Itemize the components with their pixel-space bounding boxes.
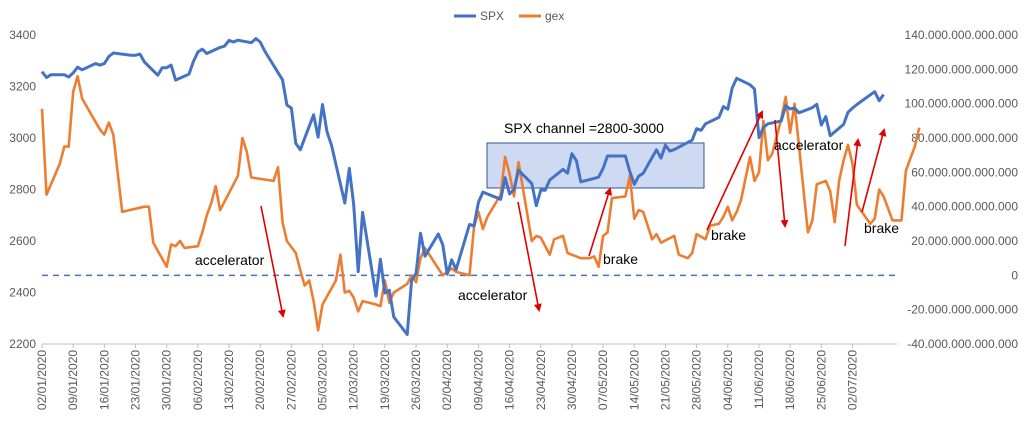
- y2-tick-label: -20.000.000.000.000: [907, 303, 1018, 317]
- legend-label-spx: SPX: [480, 9, 504, 23]
- x-tick-label: 05/03/2020: [316, 350, 330, 410]
- x-tick-label: 20/02/2020: [253, 350, 267, 410]
- y2-tick-label: 60.000.000.000.000: [911, 165, 1018, 179]
- y2-tick-label: 20.000.000.000.000: [911, 234, 1018, 248]
- annotations: SPX channel =2800-3000 accelerator accel…: [195, 120, 899, 303]
- y2-tick-label: 40.000.000.000.000: [911, 200, 1018, 214]
- arrow-brake-1: [588, 187, 613, 257]
- x-tick-label: 28/05/2020: [690, 350, 704, 410]
- x-tick-label: 21/05/2020: [658, 350, 672, 410]
- annotation-accelerator-1: accelerator: [195, 252, 265, 268]
- x-tick-label: 18/06/2020: [783, 350, 797, 410]
- y2-tick-label: 140.000.000.000.000: [905, 28, 1019, 42]
- x-tick-label: 30/01/2020: [160, 350, 174, 410]
- x-tick-label: 02/07/2020: [845, 350, 859, 410]
- arrow-accelerator-1: [260, 205, 286, 318]
- arrow-brake-2: [706, 110, 764, 231]
- annotation-accelerator-3: accelerator: [774, 137, 844, 153]
- x-tick-label: 02/04/2020: [440, 350, 454, 410]
- y2-tick-label: -40.000.000.000.000: [907, 337, 1018, 351]
- series-line-spx: [40, 37, 885, 336]
- y-tick-label: 3000: [9, 131, 36, 145]
- x-tick-label: 13/02/2020: [222, 350, 236, 410]
- legend-label-gex: gex: [545, 9, 564, 23]
- annotation-brake-2: brake: [711, 227, 746, 243]
- y-tick-label: 2800: [9, 183, 36, 197]
- x-tick-label: 09/04/2020: [471, 350, 485, 410]
- x-tick-label: 25/06/2020: [814, 350, 828, 410]
- annotation-spx-channel: SPX channel =2800-3000: [504, 120, 664, 136]
- x-tick-label: 12/03/2020: [347, 350, 361, 410]
- annotation-accelerator-2: accelerator: [458, 287, 528, 303]
- y-tick-label: 2200: [9, 337, 36, 351]
- x-tick-label: 30/04/2020: [565, 350, 579, 410]
- x-tick-label: 04/06/2020: [721, 350, 735, 410]
- x-axis: 02/01/2020 09/01/2020 16/01/2020 23/01/2020…: [35, 344, 859, 410]
- x-tick-label: 23/01/2020: [129, 350, 143, 410]
- annotation-brake-1: brake: [603, 251, 638, 267]
- y-tick-label: 3200: [9, 80, 36, 94]
- x-tick-label: 02/01/2020: [35, 350, 49, 410]
- y2-tick-label: 100.000.000.000.000: [905, 97, 1019, 111]
- x-tick-label: 16/01/2020: [97, 350, 111, 410]
- x-tick-label: 19/03/2020: [378, 350, 392, 410]
- x-tick-label: 09/01/2020: [66, 350, 80, 410]
- y-tick-label: 2400: [9, 286, 36, 300]
- annotation-brake-3: brake: [864, 220, 899, 236]
- annotation-arrows: [260, 110, 887, 318]
- y-axis-right: -40.000.000.000.000 -20.000.000.000.000 0 2…: [905, 28, 1019, 351]
- y-axis-left: 2200 2400 2600 2800 3000 3200 3400: [9, 28, 36, 351]
- x-tick-label: 06/02/2020: [191, 350, 205, 410]
- y2-tick-label: 0: [1011, 268, 1018, 282]
- y-tick-label: 2600: [9, 234, 36, 248]
- arrow-brake-3a: [844, 138, 862, 247]
- arrow-accelerator-3: [774, 119, 789, 228]
- x-tick-label: 11/06/2020: [752, 350, 766, 409]
- x-tick-label: 16/04/2020: [503, 350, 517, 410]
- x-tick-label: 07/05/2020: [596, 350, 610, 410]
- legend: SPX gex: [454, 9, 564, 23]
- y2-tick-label: 80.000.000.000.000: [911, 131, 1018, 145]
- arrow-brake-3b: [861, 128, 887, 213]
- x-tick-label: 26/03/2020: [409, 350, 423, 410]
- y-tick-label: 3400: [9, 28, 36, 42]
- x-tick-label: 27/02/2020: [284, 350, 298, 410]
- x-tick-label: 14/05/2020: [627, 350, 641, 410]
- x-tick-label: 23/04/2020: [534, 350, 548, 410]
- arrow-accelerator-2: [517, 201, 542, 312]
- y2-tick-label: 120.000.000.000.000: [905, 62, 1019, 76]
